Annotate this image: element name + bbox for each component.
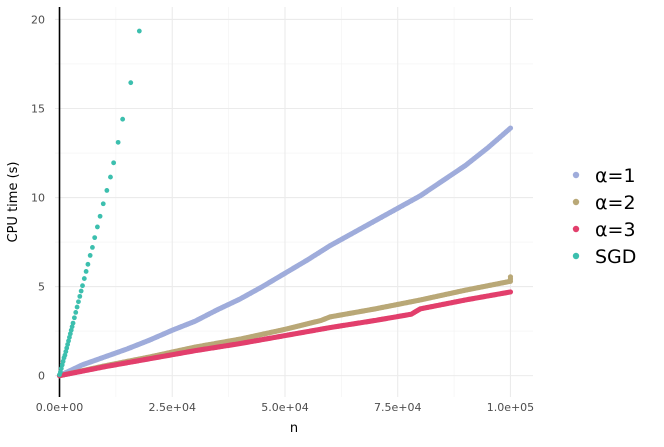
y-tick-label: 20 — [31, 13, 45, 26]
sgd-point — [76, 299, 81, 305]
legend-key — [572, 252, 580, 260]
legend-item: SGD — [572, 246, 636, 268]
sgd-point — [136, 28, 142, 34]
series-point — [507, 125, 514, 131]
legend-key — [572, 225, 580, 233]
sgd-point — [77, 293, 83, 299]
sgd-point — [85, 261, 91, 267]
sgd-point — [70, 320, 76, 326]
x-tick-label: 2.5e+04 — [149, 401, 196, 414]
x-tick-label: 5.0e+04 — [261, 401, 308, 414]
x-tick-label: 7.5e+04 — [374, 401, 421, 414]
sgd-point — [104, 188, 110, 193]
series-point — [507, 274, 514, 280]
sgd-point — [81, 276, 87, 281]
series-SGD — [57, 28, 142, 378]
series-α=3 — [56, 289, 514, 379]
y-tick-label: 10 — [31, 192, 45, 205]
sgd-point — [100, 201, 106, 207]
sgd-point — [115, 139, 121, 145]
sgd-point — [97, 213, 103, 219]
legend-key — [572, 198, 580, 206]
x-axis-tick-labels: 0.0e+00 2.5e+04 5.0e+04 7.5e+04 1.0e+05 — [36, 401, 534, 414]
sgd-point — [83, 269, 89, 274]
sgd-point — [94, 224, 100, 230]
series-layer — [56, 28, 514, 379]
legend-item: α=1 — [572, 165, 636, 187]
sgd-point — [120, 116, 126, 122]
sgd-point — [90, 245, 95, 250]
minor-gridlines — [55, 7, 533, 397]
legend-item: α=2 — [572, 192, 636, 214]
y-tick-label: 15 — [31, 103, 45, 116]
legend-label: SGD — [595, 246, 636, 268]
y-axis-title: CPU time (s) — [6, 162, 21, 243]
x-axis-title: n — [290, 421, 298, 436]
sgd-point — [111, 160, 117, 166]
sgd-point — [78, 288, 84, 294]
x-tick-label: 1.0e+05 — [487, 401, 534, 414]
sgd-point — [108, 174, 113, 180]
legend: α=1 α=2 α=3 SGD — [572, 165, 636, 268]
sgd-point — [87, 253, 93, 258]
legend-label: α=2 — [595, 192, 636, 214]
legend-key — [572, 171, 580, 179]
sgd-point — [73, 310, 79, 315]
sgd-point — [80, 283, 85, 289]
x-tick-label: 0.0e+00 — [36, 401, 83, 414]
series-point — [507, 289, 514, 295]
legend-item: α=3 — [572, 219, 636, 241]
sgd-point — [74, 304, 80, 310]
legend-label: α=1 — [595, 165, 636, 187]
sgd-point — [92, 235, 98, 241]
sgd-point — [128, 80, 134, 86]
y-tick-label: 5 — [38, 281, 45, 294]
legend-label: α=3 — [595, 219, 636, 241]
y-tick-label: 0 — [38, 370, 45, 383]
sgd-point — [71, 315, 77, 321]
y-axis-tick-labels: 0 5 10 15 20 — [31, 13, 45, 382]
major-gridlines — [55, 7, 533, 397]
